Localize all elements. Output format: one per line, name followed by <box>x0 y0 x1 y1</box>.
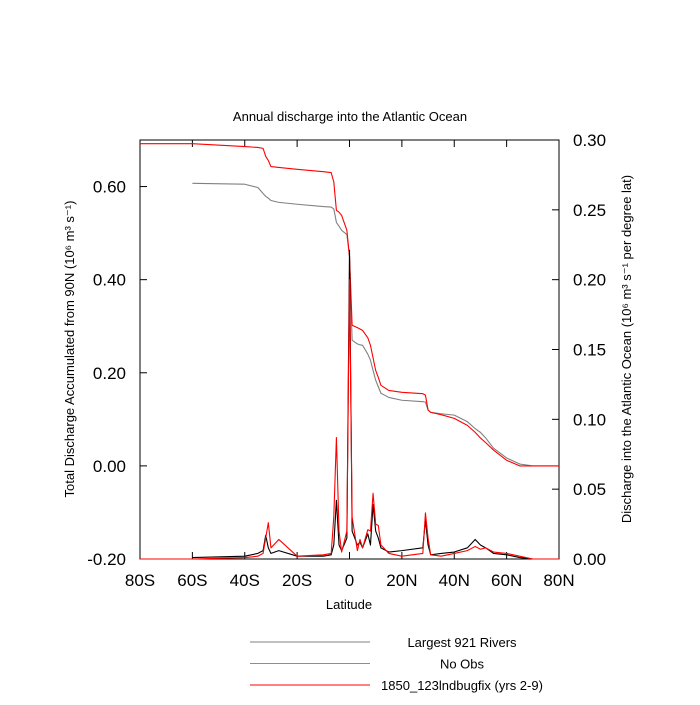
y2-tick-label: 0.05 <box>573 480 606 499</box>
x-tick-label: 20S <box>282 571 312 590</box>
x-tick-label: 40N <box>439 571 470 590</box>
chart-title: Annual discharge into the Atlantic Ocean <box>233 109 467 124</box>
y2-tick-label: 0.25 <box>573 201 606 220</box>
x-tick-label: 20N <box>386 571 417 590</box>
y2-axis-label: Discharge into the Atlantic Ocean (10⁶ m… <box>619 175 634 523</box>
legend-label: No Obs <box>440 657 485 672</box>
y-tick-label: 0.40 <box>93 271 126 290</box>
x-tick-label: 80S <box>125 571 155 590</box>
series-line-y2 <box>140 279 559 560</box>
series-line <box>140 143 559 467</box>
series-line <box>192 182 559 467</box>
legend-label: Largest 921 Rivers <box>407 635 517 650</box>
x-axis-label: Latitude <box>326 597 372 612</box>
x-tick-label: 60N <box>491 571 522 590</box>
y2-tick-label: 0.15 <box>573 341 606 360</box>
y-tick-label: 0.60 <box>93 178 126 197</box>
y-axis-label: Total Discharge Accumulated from 90N (10… <box>62 201 77 498</box>
x-tick-label: 40S <box>230 571 260 590</box>
x-tick-label: 0 <box>345 571 354 590</box>
x-tick-label: 60S <box>177 571 207 590</box>
legend-label: 1850_123lndbugfix (yrs 2-9) <box>381 678 543 693</box>
y-tick-label: 0.00 <box>93 457 126 476</box>
y2-tick-label: 0.20 <box>573 271 606 290</box>
plot-frame <box>139 139 560 560</box>
y2-tick-label: 0.30 <box>573 131 606 150</box>
y-tick-label: -0.20 <box>87 550 126 569</box>
y-tick-label: 0.20 <box>93 364 126 383</box>
y2-tick-label: 0.00 <box>573 550 606 569</box>
x-tick-label: 80N <box>543 571 574 590</box>
series-line-y2 <box>192 249 559 560</box>
y2-tick-label: 0.10 <box>573 410 606 429</box>
